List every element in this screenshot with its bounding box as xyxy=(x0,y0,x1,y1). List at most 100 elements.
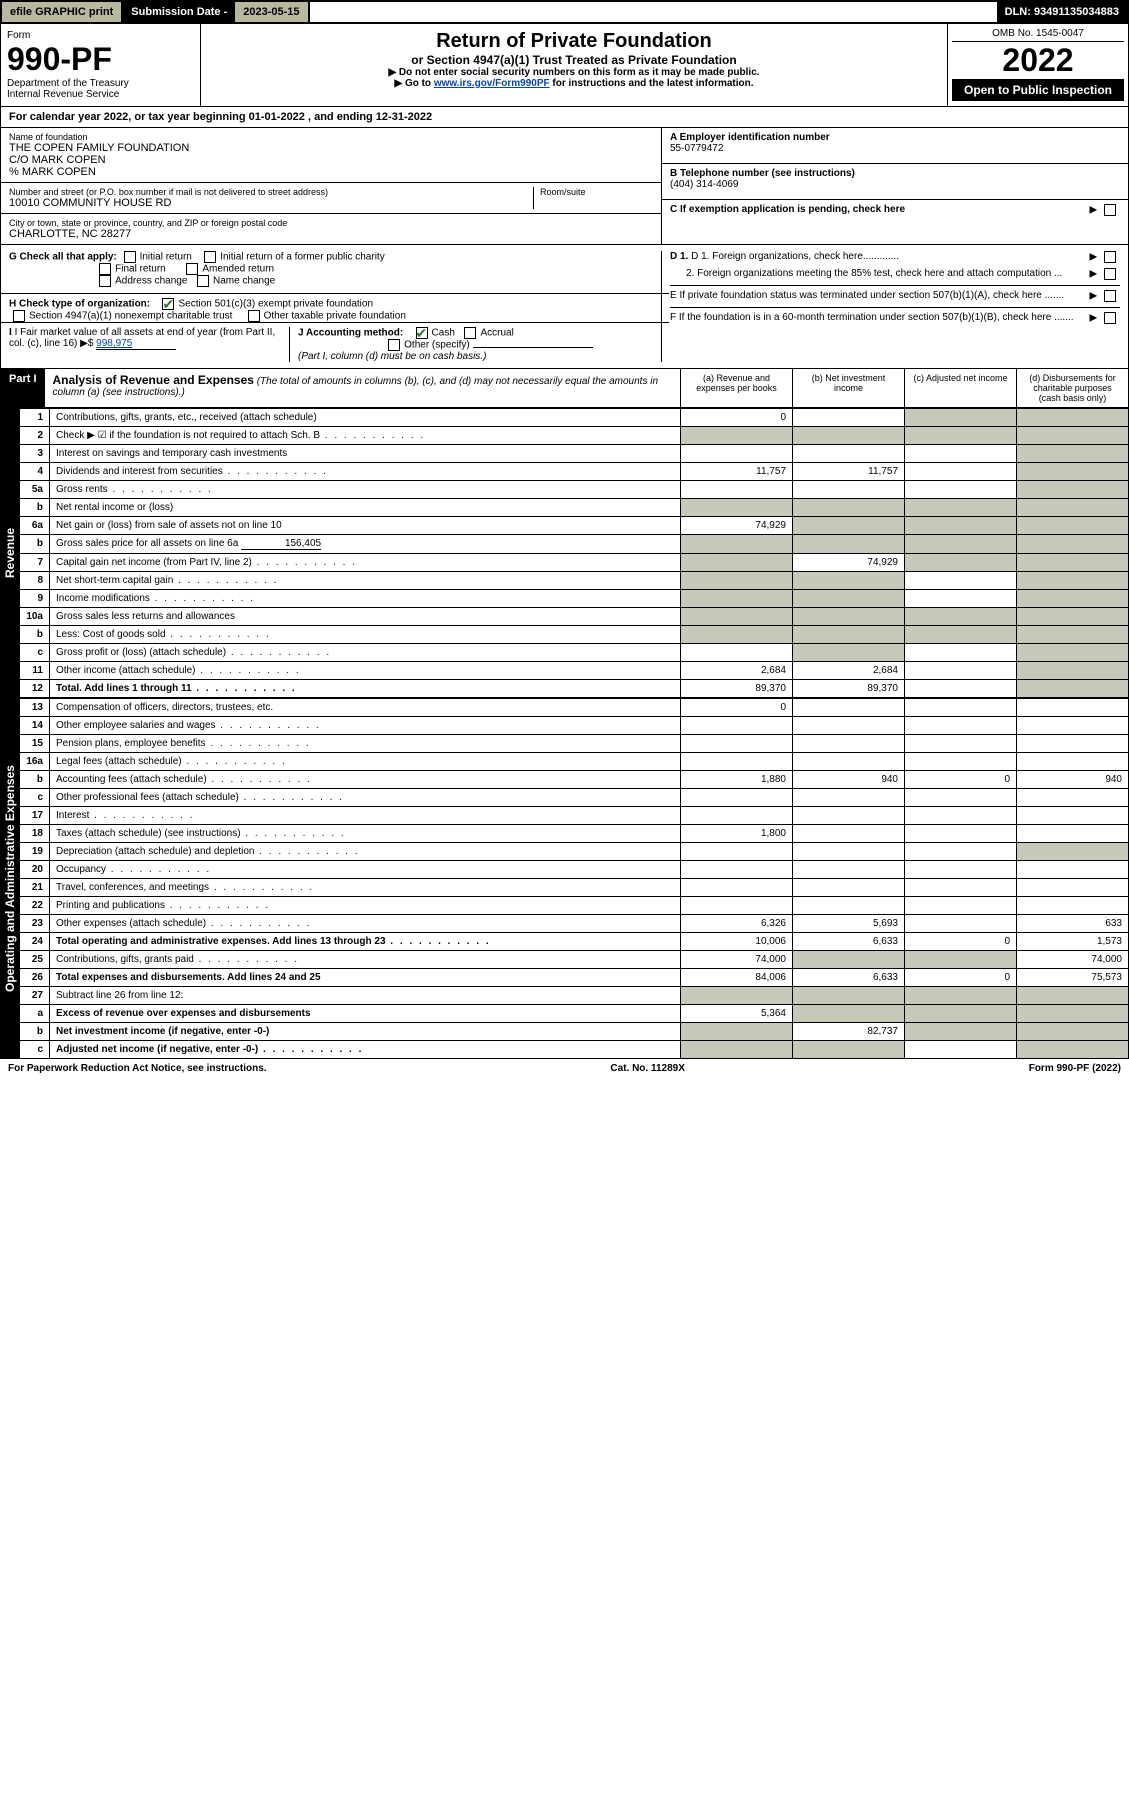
name-label: Name of foundation xyxy=(9,132,653,142)
expenses-section: Operating and Administrative Expenses 13… xyxy=(0,698,1129,1059)
row-number: 15 xyxy=(20,735,50,753)
row-number: 14 xyxy=(20,717,50,735)
row-desc: Less: Cost of goods sold xyxy=(50,626,681,644)
row-desc: Income modifications xyxy=(50,590,681,608)
cell-grey xyxy=(1017,843,1129,861)
g-initial-former-checkbox[interactable] xyxy=(204,251,216,263)
cell-grey xyxy=(681,590,793,608)
table-row: 6aNet gain or (loss) from sale of assets… xyxy=(20,517,1129,535)
d1-checkbox[interactable] xyxy=(1104,251,1116,263)
note-pre: ▶ Go to xyxy=(394,78,433,89)
fmv-value[interactable]: 998,975 xyxy=(96,338,176,350)
j-other-checkbox[interactable] xyxy=(388,339,400,351)
c-checkbox[interactable] xyxy=(1104,204,1116,216)
cell-grey xyxy=(1017,680,1129,698)
table-row: 27Subtract line 26 from line 12: xyxy=(20,987,1129,1005)
g-address-checkbox[interactable] xyxy=(99,275,111,287)
g-initial-checkbox[interactable] xyxy=(124,251,136,263)
cell-value: 1,573 xyxy=(1017,933,1129,951)
row-number: b xyxy=(20,499,50,517)
cell-value xyxy=(905,644,1017,662)
cell-value: 89,370 xyxy=(681,680,793,698)
cell-grey xyxy=(905,427,1017,445)
cell-value xyxy=(905,572,1017,590)
cell-grey xyxy=(905,1023,1017,1041)
f-checkbox[interactable] xyxy=(1104,312,1116,324)
cell-value xyxy=(793,897,905,915)
g-name-checkbox[interactable] xyxy=(197,275,209,287)
row-number: c xyxy=(20,789,50,807)
h-other-checkbox[interactable] xyxy=(248,310,260,322)
i-label: I xyxy=(9,327,12,338)
row-number: 16a xyxy=(20,753,50,771)
h-501c3-checkbox[interactable] xyxy=(162,298,174,310)
row-number: 17 xyxy=(20,807,50,825)
row-number: 2 xyxy=(20,427,50,445)
open-inspection: Open to Public Inspection xyxy=(952,79,1124,101)
col-d-header: (d) Disbursements for charitable purpose… xyxy=(1016,369,1128,407)
row-desc: Gross sales price for all assets on line… xyxy=(50,535,681,554)
irs-link[interactable]: www.irs.gov/Form990PF xyxy=(434,78,550,89)
cell-value xyxy=(793,753,905,771)
cell-grey xyxy=(793,535,905,554)
row-desc: Total operating and administrative expen… xyxy=(50,933,681,951)
efile-label[interactable]: efile GRAPHIC print xyxy=(2,2,123,22)
row-desc: Compensation of officers, directors, tru… xyxy=(50,699,681,717)
cell-grey xyxy=(1017,535,1129,554)
d1: D 1. Foreign organizations, check here..… xyxy=(691,251,899,262)
cell-value xyxy=(1017,825,1129,843)
cell-value xyxy=(793,409,905,427)
part1-title: Analysis of Revenue and Expenses xyxy=(53,373,254,387)
j-cash-checkbox[interactable] xyxy=(416,327,428,339)
cell-value xyxy=(905,897,1017,915)
row-desc: Interest on savings and temporary cash i… xyxy=(50,445,681,463)
cell-grey xyxy=(1017,499,1129,517)
col-c-header: (c) Adjusted net income xyxy=(904,369,1016,407)
row-desc: Other expenses (attach schedule) xyxy=(50,915,681,933)
cell-grey xyxy=(1017,626,1129,644)
d2-checkbox[interactable] xyxy=(1104,268,1116,280)
telephone: (404) 314-4069 xyxy=(670,179,1120,190)
cell-grey xyxy=(1017,1023,1129,1041)
g-final-checkbox[interactable] xyxy=(99,263,111,275)
row-number: 4 xyxy=(20,463,50,481)
table-row: 8Net short-term capital gain xyxy=(20,572,1129,590)
cell-grey xyxy=(905,517,1017,535)
g-opt-5: Name change xyxy=(213,276,275,287)
cell-grey xyxy=(681,499,793,517)
cell-value xyxy=(905,717,1017,735)
f-label: F If the foundation is in a 60-month ter… xyxy=(670,312,1074,323)
cell-grey xyxy=(681,608,793,626)
cell-value: 940 xyxy=(1017,771,1129,789)
cell-grey xyxy=(793,608,905,626)
cell-value xyxy=(1017,717,1129,735)
row-number: c xyxy=(20,1041,50,1059)
expenses-label: Operating and Administrative Expenses xyxy=(1,698,19,1059)
cell-grey xyxy=(1017,427,1129,445)
row-number: b xyxy=(20,771,50,789)
co-line1: C/O MARK COPEN xyxy=(9,154,653,166)
cell-value xyxy=(1017,789,1129,807)
cell-value: 10,006 xyxy=(681,933,793,951)
row-desc: Gross profit or (loss) (attach schedule) xyxy=(50,644,681,662)
table-row: 22Printing and publications xyxy=(20,897,1129,915)
cell-value: 0 xyxy=(681,699,793,717)
cell-grey xyxy=(1017,1041,1129,1059)
table-row: bGross sales price for all assets on lin… xyxy=(20,535,1129,554)
row-desc: Interest xyxy=(50,807,681,825)
j-accrual-checkbox[interactable] xyxy=(464,327,476,339)
cell-value xyxy=(905,699,1017,717)
row-number: c xyxy=(20,644,50,662)
e-checkbox[interactable] xyxy=(1104,290,1116,302)
cell-value xyxy=(905,879,1017,897)
dept: Department of the Treasury xyxy=(7,78,194,89)
note-post: for instructions and the latest informat… xyxy=(550,78,754,89)
g-label: G Check all that apply: xyxy=(9,252,117,263)
cell-value xyxy=(1017,699,1129,717)
g-opt-3: Amended return xyxy=(202,264,274,275)
h-4947-checkbox[interactable] xyxy=(13,310,25,322)
g-amended-checkbox[interactable] xyxy=(186,263,198,275)
cell-grey xyxy=(905,554,1017,572)
row-number: 25 xyxy=(20,951,50,969)
row-number: 11 xyxy=(20,662,50,680)
